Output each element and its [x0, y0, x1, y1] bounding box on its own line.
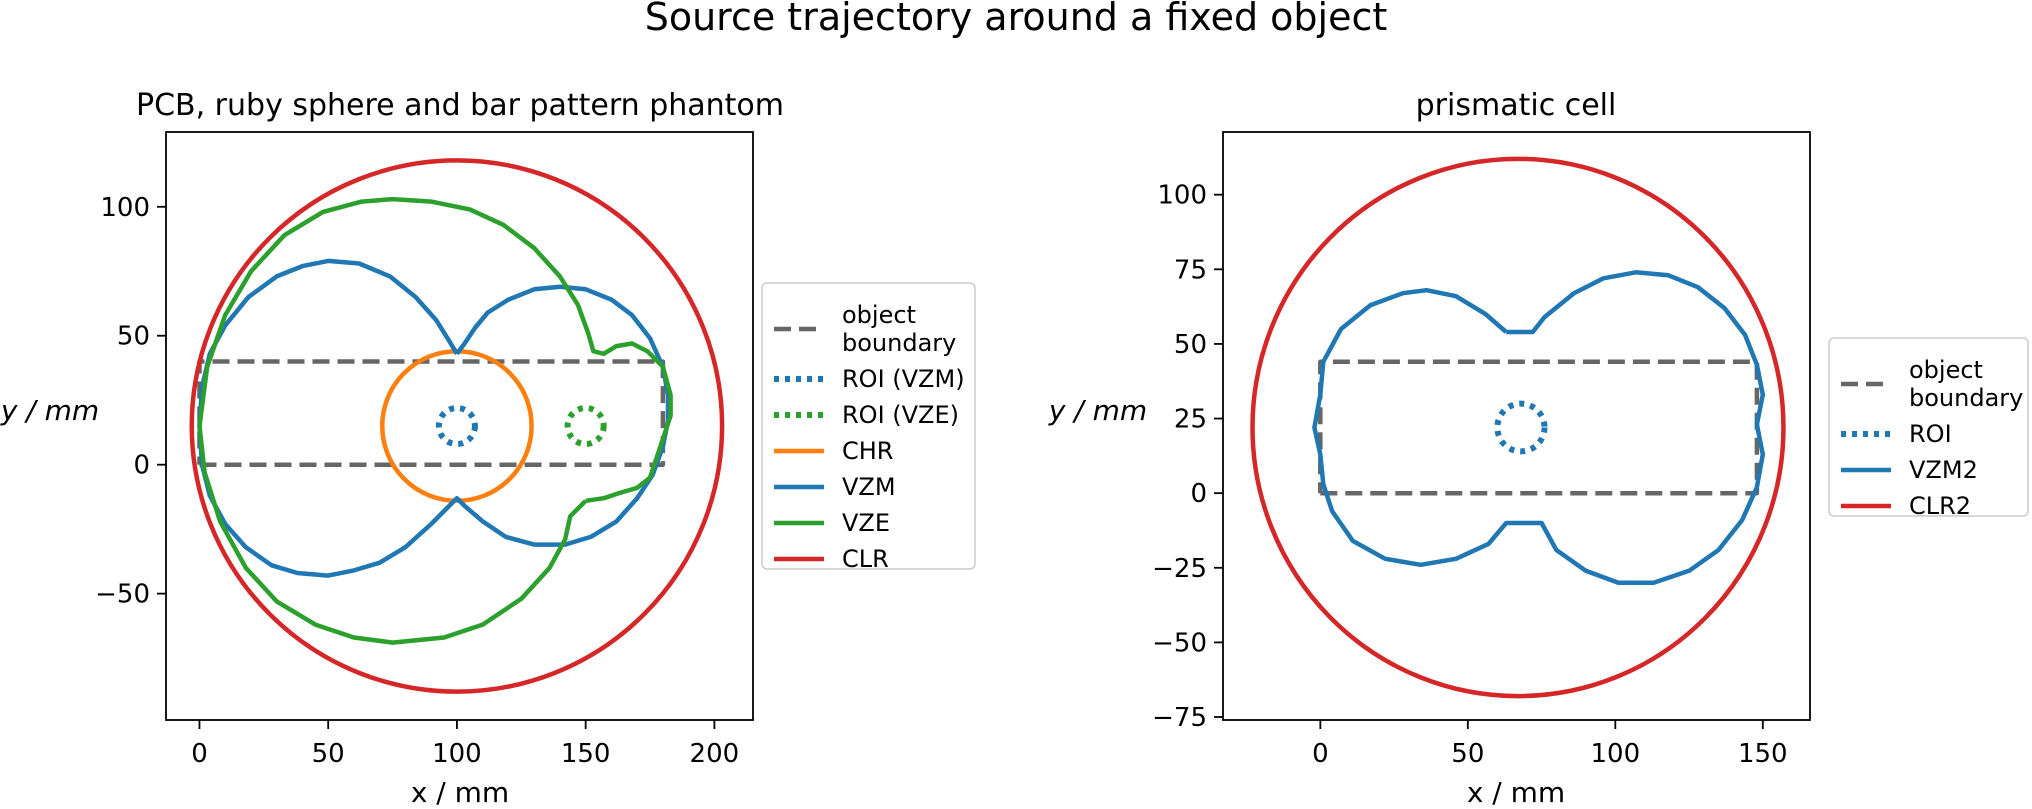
x-tick-label: 200 — [690, 739, 740, 769]
series-roi — [1494, 400, 1548, 455]
series-roi-vze — [564, 404, 607, 448]
legend-label-clr: CLR — [842, 545, 889, 573]
x-tick-label: 50 — [312, 739, 345, 769]
series-chr — [380, 348, 534, 504]
legend-label-object-boundary: object boundary — [842, 301, 956, 357]
series-vze — [197, 196, 673, 645]
series-clr2 — [1250, 156, 1786, 699]
legend-label-roi-vze: ROI (VZE) — [842, 401, 959, 429]
y-tick-label: 0 — [1190, 479, 1207, 509]
plot-pcb-phantom: PCB, ruby sphere and bar pattern phantom… — [0, 88, 976, 809]
plot-title: prismatic cell — [1416, 88, 1617, 123]
legend-label-object-boundary: object boundary — [1909, 356, 2023, 412]
series-object-boundary — [197, 359, 666, 467]
legend-label-vzm: VZM — [842, 473, 896, 501]
y-tick-label: 0 — [133, 451, 150, 481]
x-tick-label: 150 — [561, 739, 611, 769]
plot-marks — [1250, 156, 1786, 699]
y-axis-label: y / mm — [1048, 394, 1147, 427]
y-tick-label: −25 — [1152, 554, 1207, 584]
y-tick-label: 25 — [1174, 405, 1207, 435]
series-vzm2 — [1312, 270, 1766, 585]
x-tick-label: 100 — [432, 739, 482, 769]
legend-frame — [761, 282, 976, 570]
series-clr — [189, 158, 725, 694]
series-roi-vzm — [435, 404, 478, 448]
x-tick-label: 100 — [1590, 739, 1640, 769]
plot-marks — [189, 158, 725, 694]
y-tick-label: 50 — [1174, 330, 1207, 360]
y-tick-label: 100 — [1157, 181, 1207, 211]
axes-frame — [165, 131, 754, 721]
y-tick-label: −50 — [1152, 628, 1207, 658]
legend: object boundary ROI (VZM) ROI (VZE) CHR VZM VZ… — [761, 282, 976, 573]
figure-title: Source trajectory around a fixed object — [645, 0, 1388, 39]
legend-label-clr2: CLR2 — [1909, 492, 1971, 520]
y-tick-label: −75 — [1152, 703, 1207, 733]
series-object-boundary — [1318, 359, 1760, 496]
legend-label-vzm2: VZM2 — [1909, 456, 1978, 484]
axes-frame — [1222, 131, 1811, 721]
legend-label-vze: VZE — [842, 509, 890, 537]
x-tick-label: 0 — [1312, 739, 1329, 769]
y-tick-label: 75 — [1174, 255, 1207, 285]
legend: object boundary ROI VZM2 CLR2 — [1828, 337, 2029, 520]
axis-ticks: 0 50 100 150 −75 −50 −25 0 25 50 75 100 — [1152, 181, 1787, 769]
plot-title: PCB, ruby sphere and bar pattern phantom — [136, 88, 784, 123]
legend-label-chr: CHR — [842, 437, 893, 465]
x-tick-label: 150 — [1738, 739, 1788, 769]
y-axis-label: y / mm — [0, 394, 99, 427]
legend-label-roi: ROI — [1909, 420, 1952, 448]
x-tick-label: 0 — [191, 739, 208, 769]
axis-ticks: 0 50 100 150 200 −50 0 50 100 — [95, 193, 739, 769]
y-tick-label: −50 — [95, 580, 150, 610]
x-axis-label: x / mm — [411, 776, 509, 809]
y-tick-label: 100 — [100, 193, 150, 223]
series-vzm — [197, 258, 671, 578]
x-axis-label: x / mm — [1467, 776, 1565, 809]
x-tick-label: 50 — [1451, 739, 1484, 769]
y-tick-label: 50 — [117, 322, 150, 352]
plot-prismatic-cell: prismatic cell 0 50 100 150 −75 −50 −25 0 25 50 75… — [1048, 88, 2029, 809]
legend-label-roi-vzm: ROI (VZM) — [842, 365, 965, 393]
